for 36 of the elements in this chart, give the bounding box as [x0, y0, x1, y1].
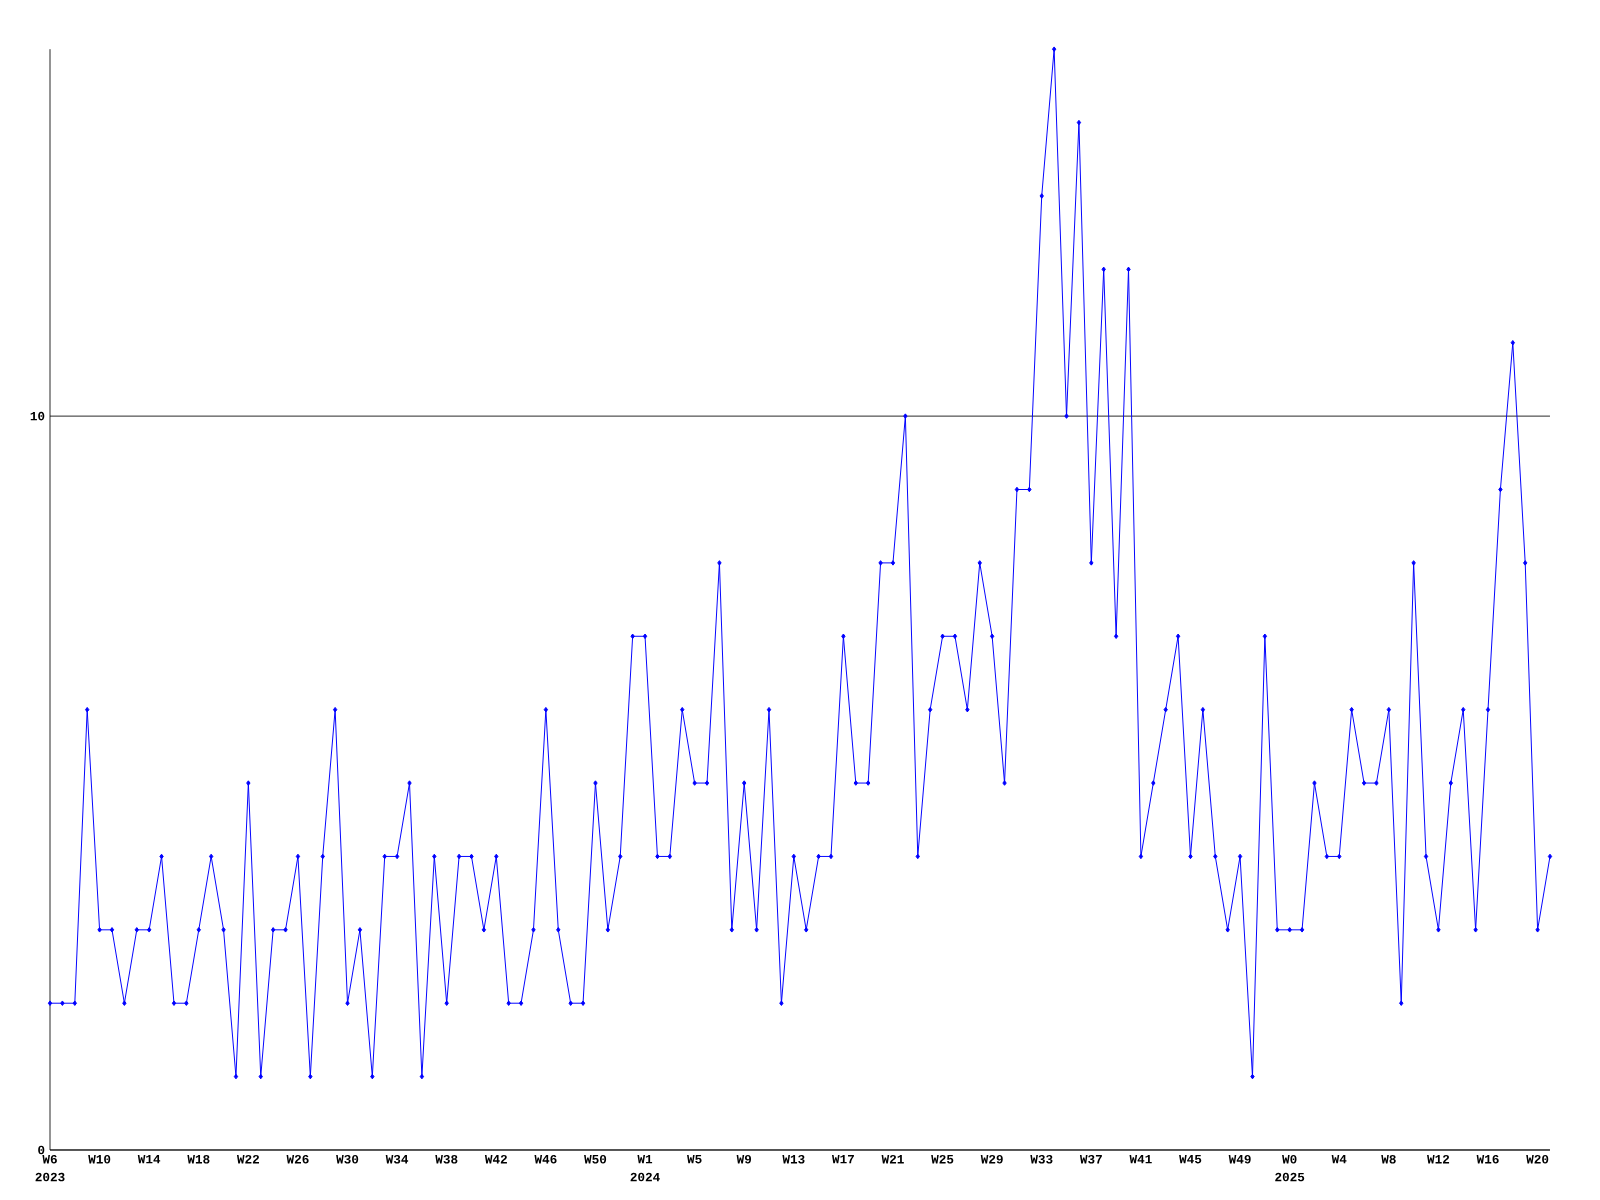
x-tick-label: W42 — [484, 1154, 507, 1164]
x-tick-label: W0 — [1282, 1154, 1297, 1164]
x-tick-label: W4 — [1331, 1154, 1347, 1164]
y-tick-label: 0 — [38, 1145, 45, 1155]
x-tick-label: W9 — [736, 1154, 752, 1164]
x-tick-label: W45 — [1179, 1154, 1202, 1164]
x-tick-label: W18 — [187, 1154, 210, 1164]
x-tick-label: W5 — [687, 1154, 702, 1164]
x-tick-label: W16 — [1476, 1154, 1499, 1164]
x-tick-label: W41 — [1129, 1154, 1152, 1164]
x-tick-label: W46 — [534, 1154, 557, 1164]
x-tick-label: W13 — [782, 1154, 805, 1164]
x-tick-label: W21 — [881, 1154, 904, 1164]
x-tick-label: W12 — [1427, 1154, 1450, 1164]
x-tick-label: W29 — [980, 1154, 1003, 1164]
x-tick-label: W49 — [1228, 1154, 1251, 1164]
text: 2023 — [35, 1172, 65, 1182]
x-tick-label: W22 — [236, 1154, 259, 1164]
x-tick-label: W14 — [137, 1154, 161, 1164]
text: 2024 — [630, 1172, 660, 1182]
x-tick-label: W26 — [286, 1154, 309, 1164]
x-tick-label: W20 — [1526, 1154, 1549, 1164]
x-tick-label: W34 — [385, 1154, 409, 1164]
text: 2025 — [1275, 1172, 1305, 1182]
x-tick-label: W17 — [832, 1154, 854, 1164]
x-tick-label: W37 — [1079, 1154, 1102, 1164]
x-tick-label: W25 — [931, 1154, 954, 1164]
x-tick-label: W1 — [637, 1154, 653, 1164]
x-tick-label: W10 — [88, 1154, 111, 1164]
y-tick-label: 10 — [30, 411, 45, 421]
x-tick-label: W8 — [1381, 1154, 1396, 1164]
x-tick-label: W33 — [1030, 1154, 1053, 1164]
x-tick-label: W30 — [336, 1154, 359, 1164]
x-tick-label: W38 — [435, 1154, 458, 1164]
x-tick-label: W6 — [42, 1154, 57, 1164]
x-tick-label: W50 — [584, 1154, 607, 1164]
